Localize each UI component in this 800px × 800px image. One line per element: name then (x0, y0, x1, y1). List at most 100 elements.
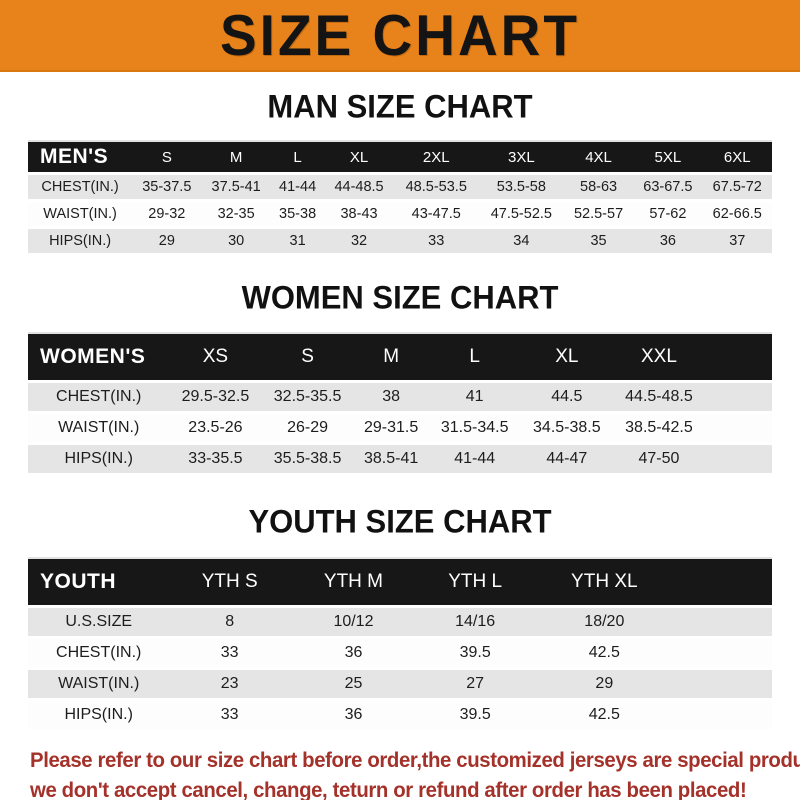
measurement-label: HIPS(IN.) (28, 698, 170, 729)
measurement-value: 63-67.5 (633, 172, 703, 199)
measurement-label: WAIST(IN.) (28, 411, 170, 442)
youth-size-header: YTH M (289, 559, 417, 605)
measurement-value: 35-37.5 (132, 172, 202, 199)
measurement-value: 44.5-48.5 (612, 380, 706, 411)
measurement-value: 37 (702, 226, 772, 253)
banner-title: SIZE CHART (220, 2, 580, 68)
measurement-value: 33-35.5 (169, 442, 262, 473)
row-spacer (675, 698, 772, 729)
men-table: MEN'S S M L XL 2XL 3XL 4XL 5XL 6XL CHEST(IN.) 35-37… (28, 142, 772, 253)
measurement-value: 37.5-41 (201, 172, 271, 199)
measurement-value: 33 (169, 698, 290, 729)
women-header-label: WOMEN'S (28, 334, 170, 380)
men-size-table: MEN'S S M L XL 2XL 3XL 4XL 5XL 6XL CHEST(IN.) 35-37… (28, 140, 772, 253)
women-table: WOMEN'S XS S M L XL XXL CHEST(IN.) 29.5-32.5 32.5… (28, 334, 772, 473)
measurement-value: 8 (169, 605, 290, 636)
measurement-value: 41-44 (428, 442, 521, 473)
women-section-title: WOMEN SIZE CHART (241, 279, 559, 316)
size-chart-banner: SIZE CHART (0, 0, 800, 72)
women-size-header: XXL (612, 334, 706, 380)
measurement-value: 38.5-41 (353, 442, 429, 473)
measurement-value: 36 (633, 226, 703, 253)
measurement-label: U.S.SIZE (28, 605, 170, 636)
men-row-chestin: CHEST(IN.) 35-37.5 37.5-41 41-44 44-48.5 48.5… (28, 172, 772, 199)
measurement-label: CHEST(IN.) (28, 636, 170, 667)
men-size-header: M (201, 142, 271, 172)
men-size-header: 2XL (393, 142, 479, 172)
row-spacer (705, 442, 772, 473)
women-row-chestin: CHEST(IN.) 29.5-32.5 32.5-35.5 38 41 44.5 44.5… (28, 380, 772, 411)
youth-row-hipsin: HIPS(IN.) 33 36 39.5 42.5 (28, 698, 772, 729)
measurement-value: 33 (393, 226, 479, 253)
measurement-label: WAIST(IN.) (28, 667, 170, 698)
youth-row-chestin: CHEST(IN.) 33 36 39.5 42.5 (28, 636, 772, 667)
measurement-value: 31 (270, 226, 325, 253)
women-row-hipsin: HIPS(IN.) 33-35.5 35.5-38.5 38.5-41 41-44 44-… (28, 442, 772, 473)
row-spacer (675, 636, 772, 667)
measurement-value: 42.5 (533, 636, 676, 667)
disclaimer-text: Please refer to our size chart before or… (30, 746, 800, 800)
measurement-value: 30 (201, 226, 271, 253)
women-row-waistin: WAIST(IN.) 23.5-26 26-29 29-31.5 31.5-34.5 34… (28, 411, 772, 442)
men-size-header: 4XL (563, 142, 634, 172)
measurement-value: 43-47.5 (393, 199, 479, 226)
measurement-value: 23.5-26 (169, 411, 262, 442)
youth-size-table: YOUTH YTH S YTH M YTH L YTH XL U.S.SIZE 8 10/12… (28, 557, 772, 729)
measurement-value: 31.5-34.5 (428, 411, 521, 442)
measurement-value: 35 (563, 226, 634, 253)
women-size-header: L (428, 334, 521, 380)
row-spacer (705, 380, 772, 411)
measurement-value: 62-66.5 (702, 199, 772, 226)
measurement-value: 42.5 (533, 698, 676, 729)
measurement-value: 44-48.5 (324, 172, 394, 199)
measurement-value: 67.5-72 (702, 172, 772, 199)
youth-header-label: YOUTH (28, 559, 170, 605)
measurement-value: 26-29 (261, 411, 354, 442)
measurement-value: 57-62 (633, 199, 703, 226)
measurement-value: 18/20 (533, 605, 676, 636)
measurement-value: 38 (353, 380, 429, 411)
measurement-value: 29 (533, 667, 676, 698)
measurement-value: 32 (324, 226, 394, 253)
measurement-value: 58-63 (563, 172, 634, 199)
youth-table: YOUTH YTH S YTH M YTH L YTH XL U.S.SIZE 8 10/12… (28, 559, 772, 729)
women-header-row: WOMEN'S XS S M L XL XXL (28, 334, 772, 380)
measurement-value: 29-31.5 (353, 411, 429, 442)
measurement-value: 41 (428, 380, 521, 411)
youth-size-header: YTH S (169, 559, 290, 605)
youth-row-waistin: WAIST(IN.) 23 25 27 29 (28, 667, 772, 698)
men-size-header: 5XL (633, 142, 703, 172)
measurement-label: HIPS(IN.) (28, 226, 133, 253)
measurement-value: 38-43 (324, 199, 394, 226)
men-row-hipsin: HIPS(IN.) 29 30 31 32 33 34 35 36 37 (28, 226, 772, 253)
measurement-value: 47-50 (612, 442, 706, 473)
men-header-row: MEN'S S M L XL 2XL 3XL 4XL 5XL 6XL (28, 142, 772, 172)
measurement-value: 32-35 (201, 199, 271, 226)
measurement-value: 44-47 (520, 442, 613, 473)
measurement-value: 36 (289, 636, 417, 667)
measurement-value: 52.5-57 (563, 199, 634, 226)
measurement-value: 36 (289, 698, 417, 729)
measurement-value: 39.5 (416, 698, 534, 729)
youth-size-header: YTH XL (533, 559, 676, 605)
men-section-title: MAN SIZE CHART (267, 88, 533, 125)
measurement-value: 14/16 (416, 605, 534, 636)
disclaimer-line-2: we don't accept cancel, change, teturn o… (30, 779, 747, 800)
measurement-value: 35.5-38.5 (261, 442, 354, 473)
measurement-value: 53.5-58 (478, 172, 564, 199)
measurement-value: 33 (169, 636, 290, 667)
measurement-value: 41-44 (270, 172, 325, 199)
row-spacer (675, 667, 772, 698)
men-size-header: S (132, 142, 202, 172)
women-size-header: XL (520, 334, 613, 380)
youth-size-header: YTH L (416, 559, 534, 605)
men-size-header: L (270, 142, 325, 172)
youth-header-spacer (675, 559, 772, 605)
men-row-waistin: WAIST(IN.) 29-32 32-35 35-38 38-43 43-47.5 47.… (28, 199, 772, 226)
measurement-value: 10/12 (289, 605, 417, 636)
measurement-value: 29.5-32.5 (169, 380, 262, 411)
measurement-value: 32.5-35.5 (261, 380, 354, 411)
measurement-value: 27 (416, 667, 534, 698)
measurement-value: 39.5 (416, 636, 534, 667)
measurement-value: 34.5-38.5 (520, 411, 613, 442)
